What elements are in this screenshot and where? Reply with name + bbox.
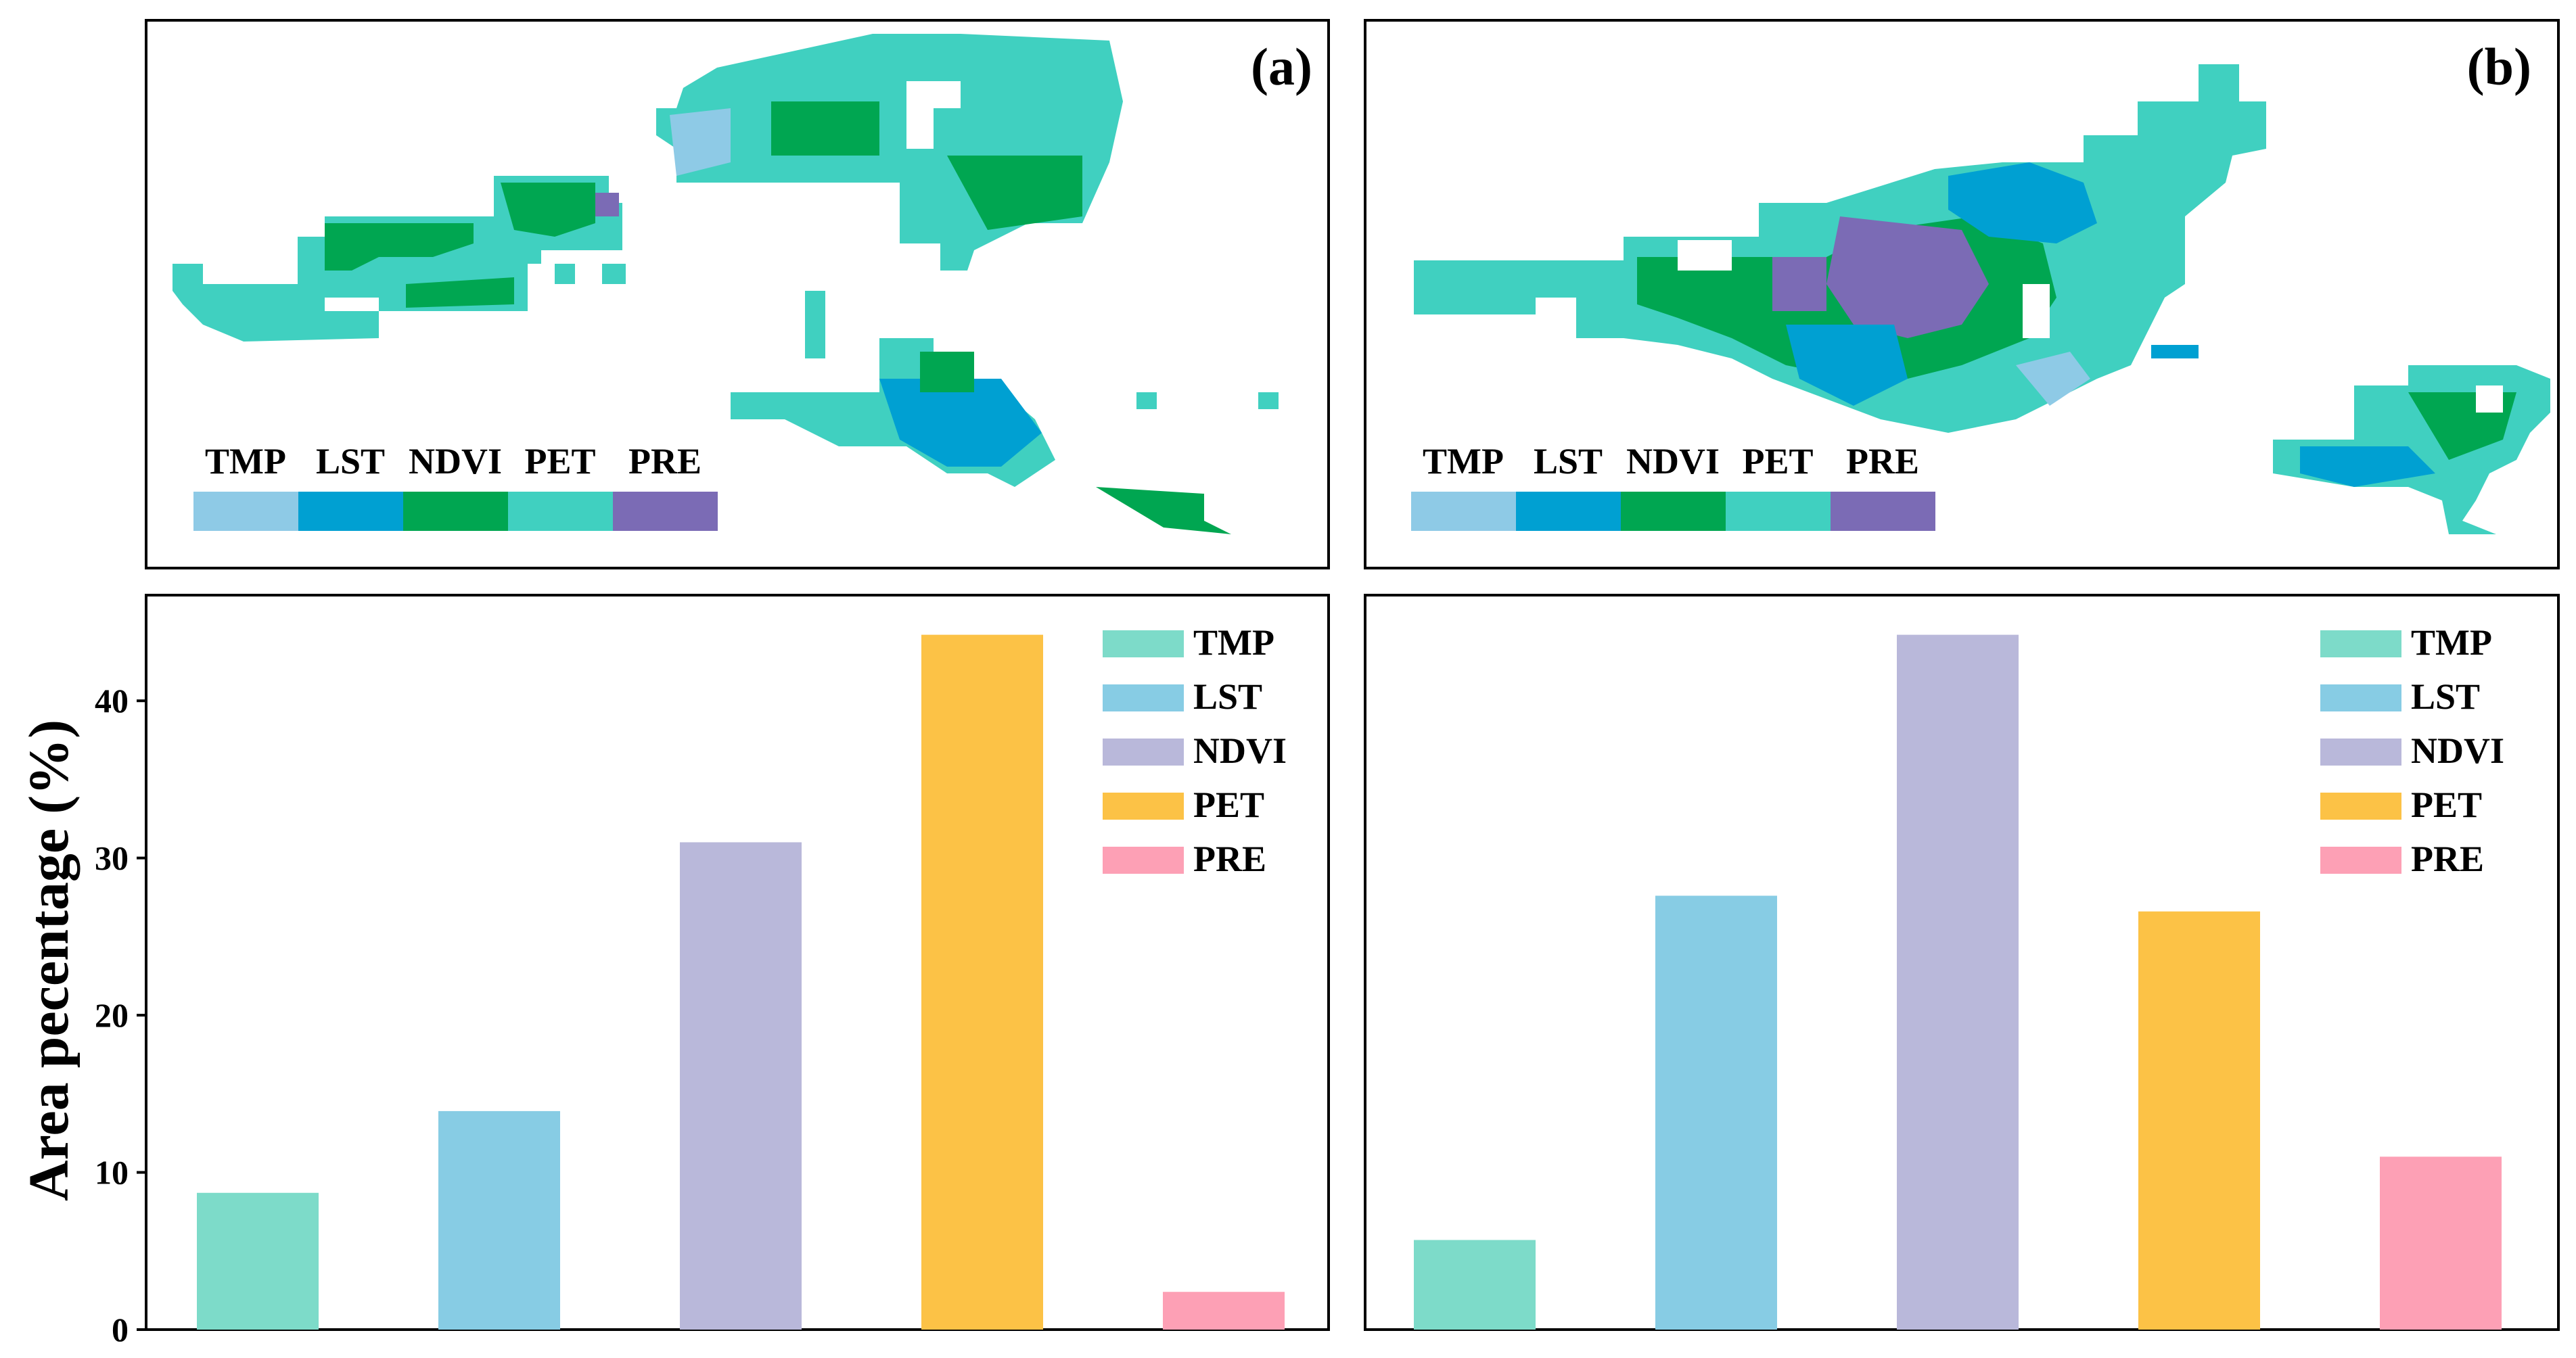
map-a-legend-label-0: TMP: [205, 441, 286, 482]
map-panel-b-frame: [1364, 19, 2560, 569]
map-b-regions: [1414, 64, 2550, 534]
legend-label-a-lst: LST: [1193, 676, 1262, 717]
legend-swatch-a-ndvi: [1103, 739, 1184, 766]
legend-swatch-a-pre: [1103, 847, 1184, 874]
bar-a-lst: [438, 1110, 560, 1330]
map-a-legend-label-2: NDVI: [409, 441, 502, 482]
y-tick-label-a-40: 40: [95, 682, 129, 720]
bar-b-lst: [1655, 895, 1777, 1330]
map-b-legend-label-2: NDVI: [1626, 441, 1720, 482]
legend-swatch-b-lst: [2320, 684, 2401, 711]
map-b-legend-label-4: PRE: [1846, 441, 1919, 482]
legend-swatch-b-tmp: [2320, 630, 2401, 657]
y-tick-label-a-30: 30: [95, 839, 129, 877]
bar-b-ndvi: [1897, 634, 2019, 1330]
legend-label-a-ndvi: NDVI: [1193, 730, 1287, 771]
map-a-regions: [172, 34, 1279, 534]
map-b-legend-swatch-0: [1411, 492, 1516, 531]
map-panel-b: TMP LST NDVI PET PRE (b): [1364, 19, 2560, 569]
legend-swatch-a-pet: [1103, 793, 1184, 820]
legend-label-b-ndvi: NDVI: [2411, 730, 2504, 771]
legend-label-a-tmp: TMP: [1193, 622, 1274, 663]
y-tick-label-a-20: 20: [95, 996, 129, 1034]
map-a-panel-label: (a): [1251, 37, 1312, 96]
map-b-legend-swatch-3: [1726, 492, 1831, 531]
y-tick-label-a-10: 10: [95, 1154, 129, 1192]
legend-swatch-b-ndvi: [2320, 739, 2401, 766]
map-b-legend-swatch-1: [1516, 492, 1621, 531]
bar-a-pre: [1163, 1292, 1285, 1330]
legend-swatch-b-pet: [2320, 793, 2401, 820]
bar-a-ndvi: [680, 842, 802, 1330]
map-b-panel-label: (b): [2467, 37, 2531, 96]
bar-chart-a: 0 10 20 30 40 TMP LST NDVI PET PRE: [95, 622, 1287, 1349]
legend-label-b-tmp: TMP: [2411, 622, 2492, 663]
legend-swatch-b-pre: [2320, 847, 2401, 874]
legend-swatch-a-lst: [1103, 684, 1184, 711]
map-a-legend-swatch-3: [508, 492, 613, 531]
map-a-legend: TMP LST NDVI PET PRE: [193, 441, 718, 531]
bar-a-pet: [921, 634, 1043, 1330]
map-a-legend-label-3: PET: [524, 441, 595, 482]
map-b-legend-label-1: LST: [1534, 441, 1603, 482]
bar-a-tmp: [197, 1192, 319, 1330]
map-b-legend: TMP LST NDVI PET PRE: [1411, 441, 1935, 531]
map-panel-a-frame: [145, 19, 1330, 569]
map-b-legend-label-3: PET: [1742, 441, 1813, 482]
legend-swatch-a-tmp: [1103, 630, 1184, 657]
bar-b-pet: [2138, 911, 2260, 1330]
map-a-legend-swatch-1: [298, 492, 403, 531]
map-b-legend-swatch-2: [1621, 492, 1726, 531]
legend-label-b-lst: LST: [2411, 676, 2480, 717]
y-tick-label-a-0: 0: [112, 1311, 129, 1349]
map-a-legend-label-4: PRE: [628, 441, 702, 482]
map-a-legend-swatch-0: [193, 492, 298, 531]
map-b-legend-swatch-4: [1831, 492, 1935, 531]
map-a-legend-swatch-2: [403, 492, 508, 531]
map-panel-a: TMP LST NDVI PET PRE (a): [145, 19, 1330, 569]
legend-label-b-pre: PRE: [2411, 839, 2484, 879]
map-b-legend-label-0: TMP: [1423, 441, 1504, 482]
legend-label-a-pet: PET: [1193, 785, 1264, 825]
bar-b-tmp: [1414, 1240, 1536, 1330]
map-a-legend-swatch-4: [613, 492, 718, 531]
legend-label-a-pre: PRE: [1193, 839, 1266, 879]
bar-chart-b: TMP LST NDVI PET PRE: [1414, 622, 2504, 1330]
chart-y-axis-label: Area pecentage (%): [18, 720, 80, 1201]
legend-label-b-pet: PET: [2411, 785, 2482, 825]
map-a-legend-label-1: LST: [316, 441, 385, 482]
bar-b-pre: [2380, 1156, 2502, 1330]
